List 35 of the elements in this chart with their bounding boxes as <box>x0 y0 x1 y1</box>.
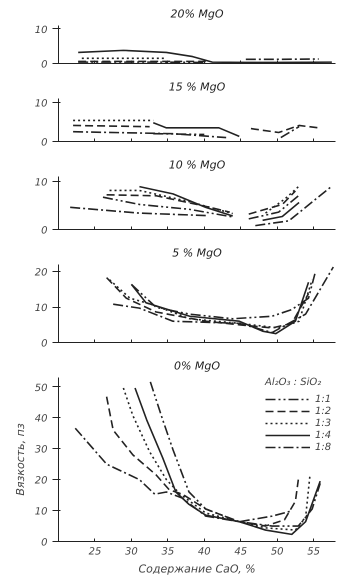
y-axis-title: Вязкость, пз <box>14 423 27 496</box>
y-tick-label: 50 <box>34 382 48 394</box>
chart-title: 0% MgO <box>174 360 220 372</box>
y-tick-label: 10 <box>34 177 48 188</box>
y-tick-label: 20 <box>34 476 48 487</box>
y-tick-label: 0 <box>41 338 48 350</box>
chart-title: 15 % MgO <box>168 80 226 94</box>
legend-label: 1:4 <box>315 429 332 441</box>
legend-title: Al₂O₃ : SiO₂ <box>265 377 322 388</box>
y-tick-label: 20 <box>34 268 48 279</box>
y-tick-label: 0 <box>41 538 48 548</box>
y-tick-label: 40 <box>34 414 48 425</box>
y-tick-label: 10 <box>34 98 48 110</box>
y-tick-label: 10 <box>34 24 48 36</box>
x-tick-label: 35 <box>161 546 174 558</box>
legend-label: 1:3 <box>315 417 332 429</box>
x-tick-label: 55 <box>307 546 320 558</box>
y-tick-label: 0 <box>41 60 48 70</box>
y-tick-label: 30 <box>34 444 48 456</box>
x-tick-label: 25 <box>88 546 102 558</box>
x-tick-label: 30 <box>125 546 138 558</box>
legend-label: 1:1 <box>315 393 332 405</box>
x-axis-title: Содержание CaO, % <box>138 562 256 576</box>
legend-label: 1:2 <box>315 405 332 417</box>
y-tick-label: 0 <box>41 226 48 236</box>
x-tick-label: 50 <box>270 546 284 558</box>
chart-title: 5 % MgO <box>172 246 222 260</box>
chart-title: 20% MgO <box>170 8 224 20</box>
chart-title: 10 % MgO <box>168 158 226 172</box>
y-tick-label: 10 <box>34 303 48 314</box>
y-tick-label: 0 <box>41 138 48 148</box>
x-tick-label: 45 <box>234 546 248 558</box>
legend-label: 1:8 <box>315 441 332 453</box>
y-tick-label: 10 <box>34 506 48 518</box>
x-tick-label: 40 <box>198 546 211 558</box>
